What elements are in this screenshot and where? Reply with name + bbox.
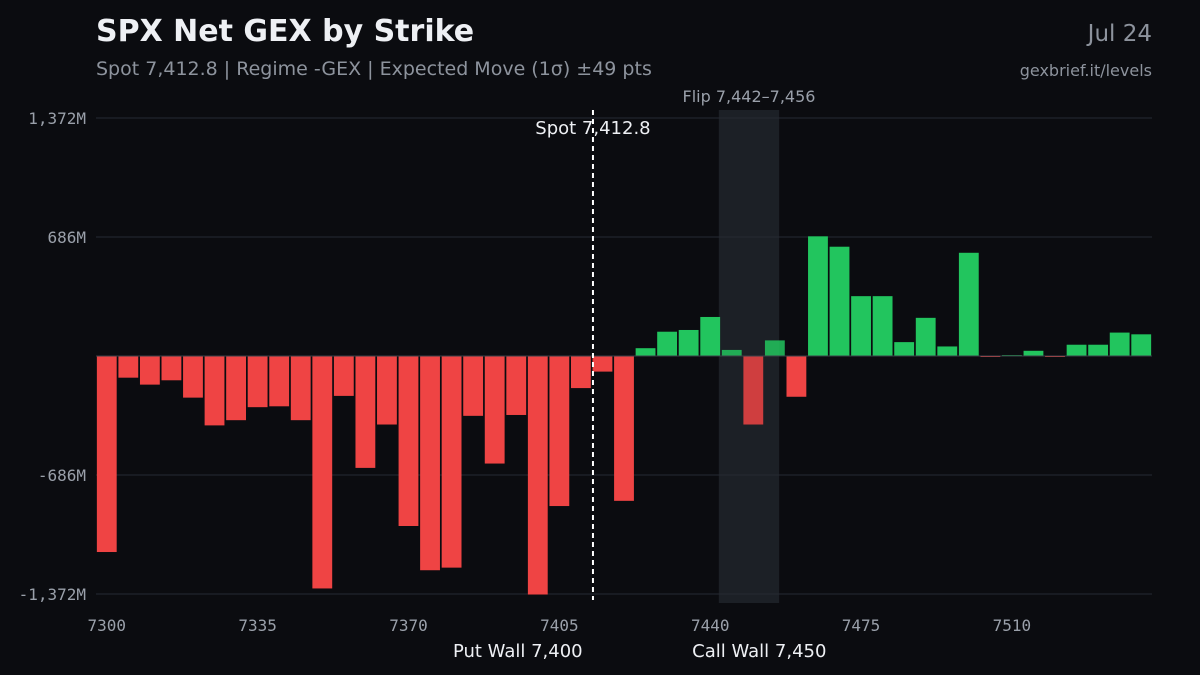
- x-tick-label: 7475: [842, 616, 881, 635]
- gex-bar: [635, 348, 656, 356]
- gex-bar: [808, 236, 828, 356]
- gex-bar: [915, 317, 936, 356]
- gex-bar: [958, 252, 979, 356]
- gex-bar: [1109, 332, 1130, 356]
- gex-bar: [549, 356, 570, 507]
- put-wall-label: Put Wall 7,400: [453, 641, 583, 662]
- gex-bar: [226, 356, 246, 421]
- gex-bar: [872, 296, 893, 356]
- gex-bar: [764, 340, 785, 356]
- gex-bar: [161, 356, 182, 381]
- gex-bar: [333, 356, 354, 396]
- gex-bar: [1088, 344, 1109, 356]
- gex-bar: [851, 296, 871, 356]
- gex-bar: [269, 356, 290, 407]
- gex-bar: [592, 356, 613, 372]
- gex-bar: [398, 356, 419, 526]
- y-tick-label: -1,372M: [19, 585, 86, 604]
- gex-bar: [570, 356, 591, 389]
- gex-bar: [96, 356, 117, 553]
- gex-bar: [721, 349, 742, 356]
- gex-bar: [506, 356, 527, 415]
- gex-bar: [527, 356, 548, 595]
- x-tick-label: 7335: [238, 616, 277, 635]
- gex-bar: [743, 356, 764, 425]
- source-link[interactable]: gexbrief.it/levels: [1019, 61, 1152, 80]
- gex-bar: [1066, 344, 1087, 356]
- gex-bar: [1131, 334, 1152, 356]
- gex-bar: [377, 356, 397, 425]
- gex-bar: [312, 356, 333, 589]
- gex-bar: [657, 331, 678, 356]
- chart-title: SPX Net GEX by Strike: [96, 14, 475, 49]
- y-tick-label: 686M: [47, 228, 86, 247]
- gex-bar: [894, 342, 915, 356]
- gex-bar: [678, 329, 699, 356]
- gex-bar: [614, 356, 634, 501]
- gex-bar: [355, 356, 376, 468]
- chart-subtitle: Spot 7,412.8 | Regime -GEX | Expected Mo…: [96, 58, 652, 80]
- date-label: Jul 24: [1087, 21, 1152, 47]
- gex-bar: [204, 356, 225, 426]
- gex-bar: [937, 346, 958, 356]
- gex-bar: [118, 356, 139, 378]
- gex-bar: [786, 356, 807, 397]
- gex-bar: [700, 316, 721, 356]
- flip-label: Flip 7,442–7,456: [683, 87, 816, 106]
- x-tick-label: 7300: [88, 616, 127, 635]
- gex-bar: [441, 356, 462, 568]
- y-tick-label: 1,372M: [28, 109, 86, 128]
- gex-bar: [463, 356, 484, 416]
- call-wall-label: Call Wall 7,450: [692, 641, 826, 662]
- gex-bar: [420, 356, 440, 571]
- gex-bar: [484, 356, 505, 464]
- x-tick-label: 7370: [389, 616, 428, 635]
- spot-label: Spot 7,412.8: [535, 118, 650, 139]
- x-tick-label: 7510: [993, 616, 1032, 635]
- gex-bar: [1023, 350, 1044, 356]
- gex-bar: [829, 246, 850, 356]
- gex-bar: [247, 356, 268, 408]
- x-tick-label: 7405: [540, 616, 579, 635]
- gex-bar: [290, 356, 311, 421]
- gex-bar: [139, 356, 160, 385]
- y-tick-label: -686M: [38, 466, 86, 485]
- gex-bar: [183, 356, 203, 398]
- x-tick-label: 7440: [691, 616, 730, 635]
